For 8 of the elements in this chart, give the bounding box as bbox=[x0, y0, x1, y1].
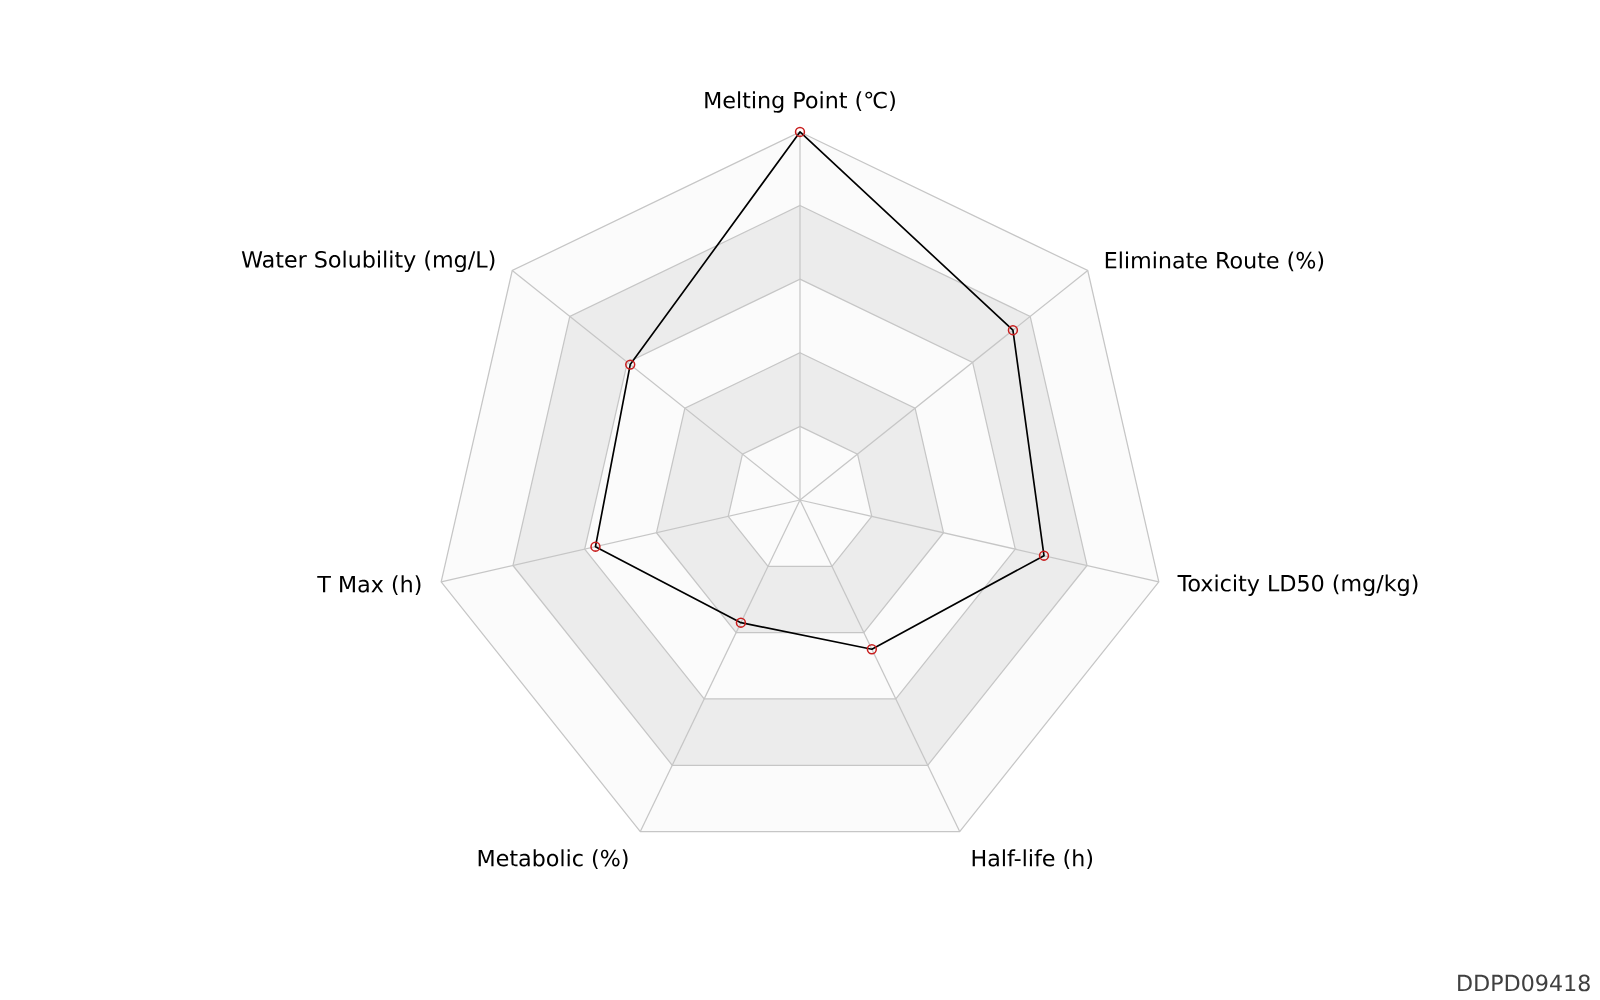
spoke-label: Water Solubility (mg/L) bbox=[241, 250, 495, 273]
spoke-label: Metabolic (%) bbox=[478, 849, 628, 870]
spoke-label: T Max (h) bbox=[317, 575, 421, 596]
text: DDPD09418 bbox=[1458, 974, 1590, 992]
spoke-label: Melting Point (℃) bbox=[705, 91, 895, 113]
spoke-label: Half-life (h) bbox=[972, 849, 1093, 870]
spoke-label: Eliminate Route (%) bbox=[1105, 251, 1324, 272]
spoke-label: Toxicity LD50 (mg/kg) bbox=[1177, 574, 1418, 596]
